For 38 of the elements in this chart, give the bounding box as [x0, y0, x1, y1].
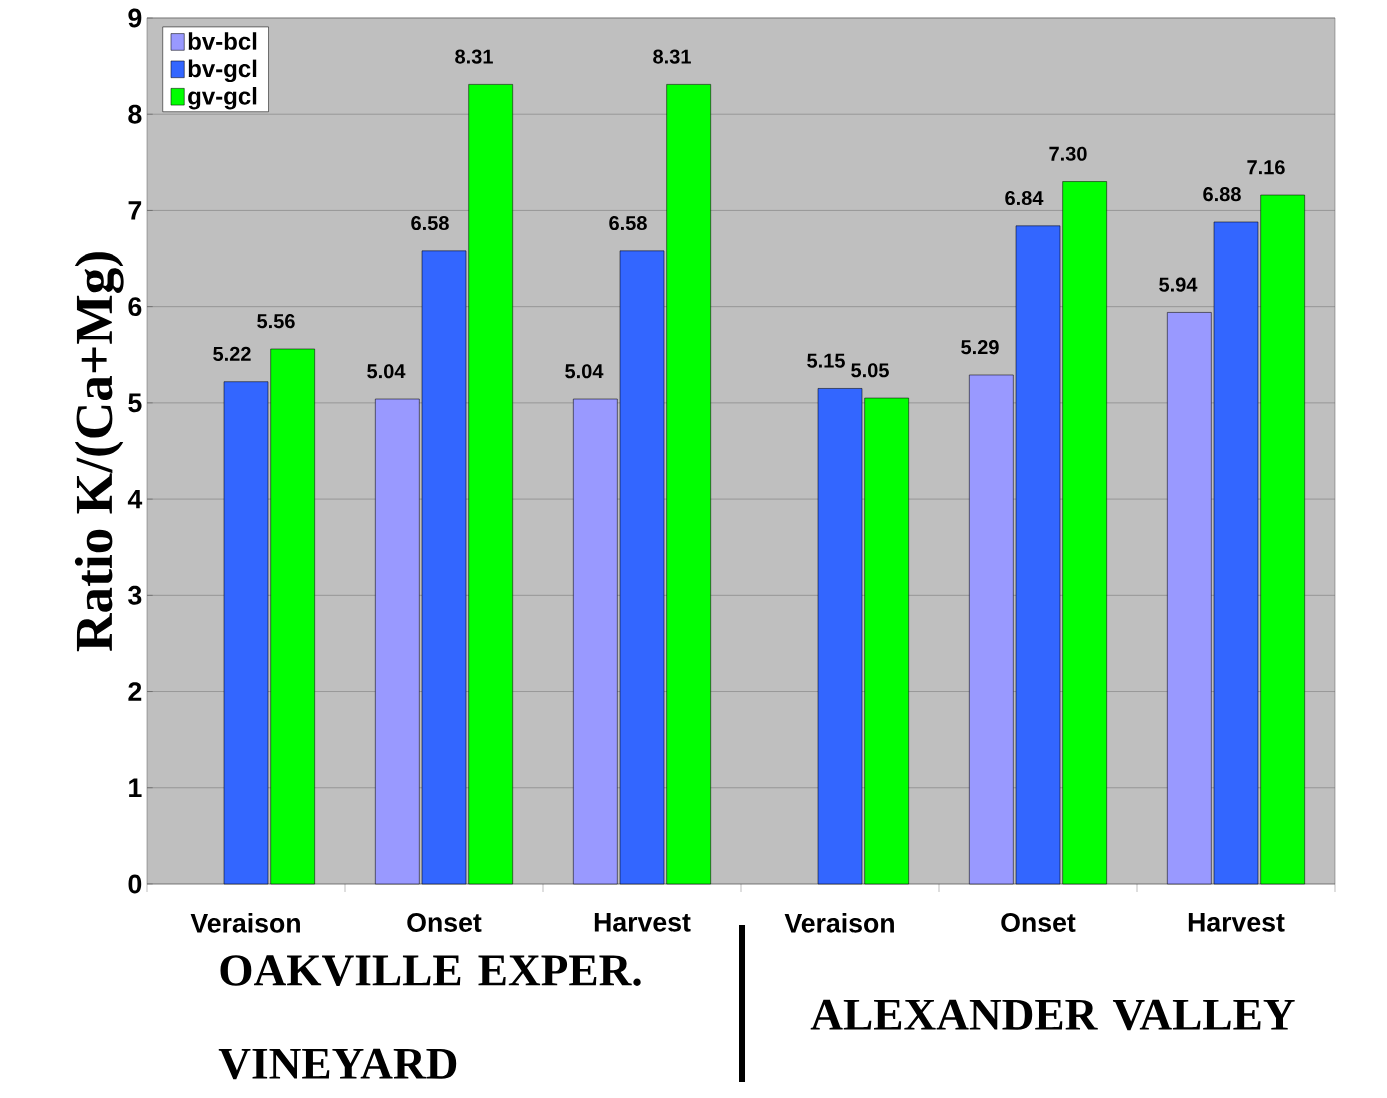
legend-label: gv-gcl — [188, 87, 257, 110]
data-label: 6.88 — [1203, 187, 1241, 202]
data-label: 5.04 — [565, 364, 604, 379]
y-tick-label: 3 — [128, 585, 142, 605]
data-label: 6.58 — [609, 215, 647, 231]
data-label: 5.22 — [213, 346, 251, 361]
x-tick-label: Harvest — [594, 913, 691, 932]
legend-label: bv-gcl — [188, 59, 257, 83]
data-label: 8.31 — [653, 49, 691, 64]
text: ALEXANDER VALLEY — [810, 999, 1295, 1031]
data-label: 5.56 — [257, 314, 295, 329]
y-tick-label: 4 — [127, 489, 143, 509]
y-tick-label: 2 — [128, 682, 142, 701]
y-tick-label: 0 — [128, 874, 142, 894]
data-label: 6.84 — [1005, 190, 1044, 206]
x-tick-label: Onset — [407, 913, 482, 932]
y-axis-title: Ratio K/(Ca+Mg) — [74, 252, 124, 652]
data-label: 5.04 — [367, 364, 406, 379]
data-label: 8.31 — [455, 49, 493, 64]
data-label: 5.94 — [1159, 277, 1198, 292]
y-tick-label: 9 — [128, 8, 142, 28]
y-tick-label: 5 — [128, 393, 142, 413]
y-tick-label: 1 — [129, 778, 142, 797]
x-tick-label: Onset — [1001, 913, 1076, 932]
y-tick-label: 8 — [128, 104, 142, 124]
data-label: 7.30 — [1049, 146, 1087, 161]
x-tick-label: Veraison — [190, 913, 300, 933]
x-tick-label: Harvest — [1188, 913, 1285, 932]
x-tick-label: Veraison — [784, 913, 894, 933]
data-label: 7.16 — [1247, 160, 1285, 175]
y-tick-label: 6 — [128, 297, 142, 317]
data-label: 5.05 — [851, 363, 889, 378]
legend-label: bv-bcl — [188, 32, 257, 50]
data-label: 5.29 — [961, 340, 999, 355]
text: OAKVILLE EXPER. VINEYARD — [218, 955, 641, 1080]
data-label: 5.15 — [807, 353, 845, 368]
y-tick-label: 7 — [128, 201, 142, 220]
data-label: 6.58 — [411, 215, 449, 231]
